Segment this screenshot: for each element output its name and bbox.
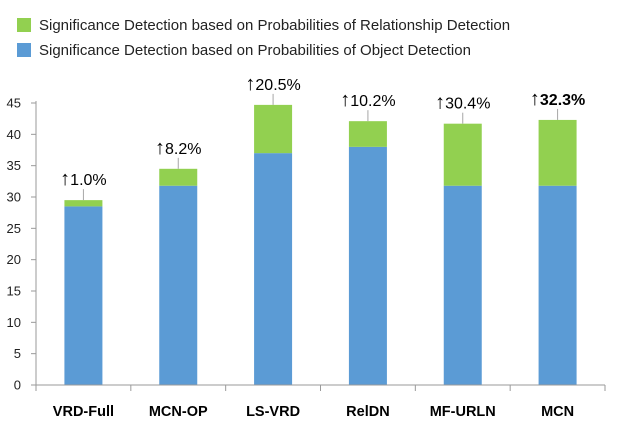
x-category-label: LS-VRD <box>246 404 300 420</box>
bar-segment-relationship-detection <box>254 104 293 154</box>
y-tick-label: 30 <box>7 190 21 205</box>
legend-label: Significance Detection based on Probabil… <box>39 17 510 34</box>
y-tick-label: 40 <box>7 127 21 142</box>
legend-label: Significance Detection based on Probabil… <box>39 42 471 59</box>
bar-segment-relationship-detection <box>64 200 103 207</box>
bars <box>64 104 577 385</box>
y-tick-label: 45 <box>7 96 21 111</box>
bar-annotation: ↑32.3% <box>530 88 585 110</box>
bar-segment-relationship-detection <box>538 119 577 186</box>
x-axis: VRD-Full MCN-OP LS-VRD RelDN MF-URLN MCN <box>35 384 606 420</box>
bar-segment-relationship-detection <box>159 168 198 186</box>
y-tick-label: 0 <box>14 378 21 393</box>
bar-segment-object-detection <box>538 185 577 385</box>
y-tick-label: 25 <box>7 221 21 236</box>
legend-swatch <box>17 18 31 32</box>
annotation-leaders <box>82 93 559 201</box>
bar-annotation: ↑30.4% <box>435 92 490 114</box>
x-category-label: VRD-Full <box>53 404 114 420</box>
y-tick-label: 15 <box>7 284 21 299</box>
bar-segment-object-detection <box>443 185 482 385</box>
y-tick-label: 10 <box>7 315 21 330</box>
bar-segment-object-detection <box>348 146 387 385</box>
x-category-label: MF-URLN <box>430 404 496 420</box>
legend: Significance Detection based on Probabil… <box>17 17 510 59</box>
y-tick-label: 35 <box>7 158 21 173</box>
x-category-label: MCN <box>541 404 574 420</box>
y-tick-label: 5 <box>14 346 21 361</box>
annotations: ↑1.0% ↑8.2% ↑20.5% ↑10.2% ↑30.4% ↑32.3% <box>60 73 585 190</box>
bar-segment-relationship-detection <box>443 123 482 186</box>
x-category-label: MCN-OP <box>149 404 208 420</box>
y-tick-label: 20 <box>7 252 21 267</box>
legend-swatch <box>17 43 31 57</box>
bar-annotation: ↑20.5% <box>245 73 300 95</box>
bar-segment-object-detection <box>159 185 198 385</box>
bar-annotation: ↑1.0% <box>60 168 106 190</box>
y-axis: 0 5 10 15 20 25 30 35 40 45 <box>7 96 37 393</box>
bar-annotation: ↑10.2% <box>340 89 395 111</box>
x-category-label: RelDN <box>346 404 390 420</box>
bar-annotation: ↑8.2% <box>155 137 201 159</box>
bar-segment-object-detection <box>64 206 103 385</box>
bar-segment-object-detection <box>254 153 293 385</box>
bar-segment-relationship-detection <box>348 121 387 147</box>
